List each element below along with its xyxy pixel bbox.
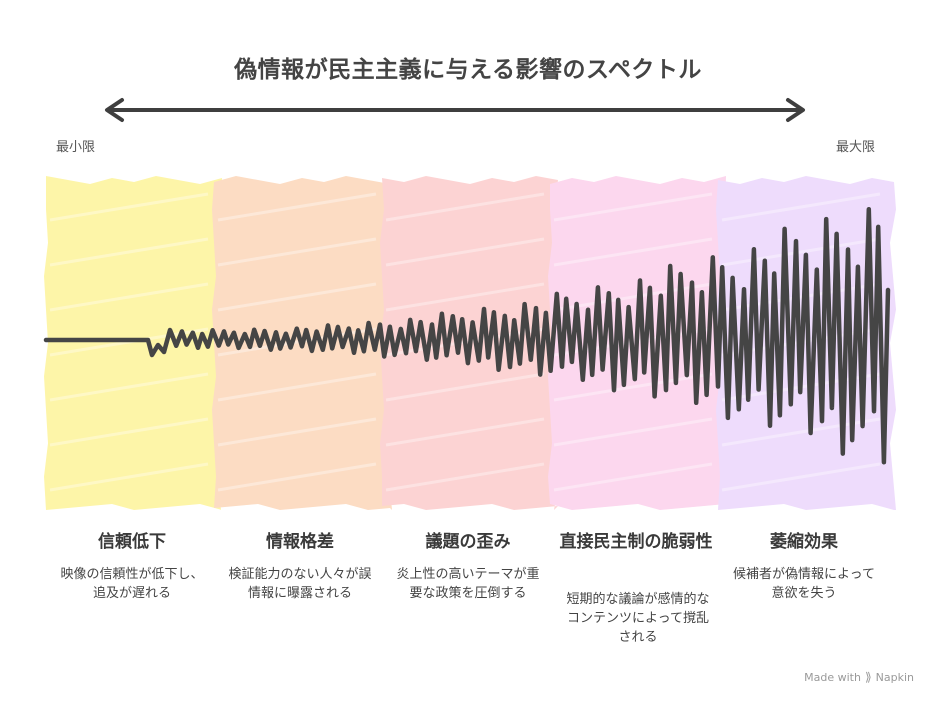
brush-texture-stroke (49, 192, 209, 222)
stage-desc-information-gap: 検証能力のない人々が誤情報に曝露される (228, 567, 372, 601)
brush-texture-stroke (553, 282, 713, 312)
brush-texture-stroke (49, 282, 209, 312)
stage-title-trust-decline: 信頼低下 (98, 532, 166, 552)
brush-texture-stroke (385, 417, 545, 447)
brush-texture-stroke (553, 417, 713, 447)
brush-texture-stroke (217, 192, 377, 222)
brush-texture-stroke (553, 372, 713, 402)
brush-texture-stroke (49, 417, 209, 447)
brush-texture-stroke (385, 192, 545, 222)
brush-texture-stroke (553, 462, 713, 492)
brush-texture-stroke (553, 192, 713, 222)
brush-texture-stroke (217, 237, 377, 267)
brush-texture-stroke (217, 372, 377, 402)
scale-max-label: 最大限 (836, 140, 876, 155)
brush-texture-stroke (385, 462, 545, 492)
stage-title-direct-democracy-vulnerability: 直接民主制の脆弱性 (559, 532, 713, 552)
made-with-text: Made with (804, 670, 861, 684)
made-with-footer: Made with ⟫ Napkin (804, 670, 914, 684)
brush-texture-stroke (721, 237, 881, 267)
brush-texture-stroke (49, 462, 209, 492)
stage-title-information-gap: 情報格差 (266, 532, 334, 552)
stage-desc-trust-decline: 映像の信頼性が低下し、追及が遅れる (60, 567, 204, 601)
stage-desc-agenda-distortion: 炎上性の高いテーマが重要な政策を圧倒する (396, 567, 540, 601)
napkin-logo-icon: ⟫ (864, 670, 872, 684)
brush-texture-stroke (721, 462, 881, 492)
page-title: 偽情報が民主主義に与える影響のスペクトル (234, 57, 702, 83)
brush-texture-stroke (217, 417, 377, 447)
brush-texture-stroke (217, 462, 377, 492)
brush-texture-stroke (385, 282, 545, 312)
brand-name: Napkin (875, 670, 914, 684)
scale-min-label: 最小限 (56, 140, 96, 155)
stage-title-agenda-distortion: 議題の歪み (425, 532, 511, 552)
brush-texture-stroke (49, 372, 209, 402)
brush-texture-stroke (721, 192, 881, 222)
spectrum-arrow (105, 98, 805, 122)
stage-desc-direct-democracy-vulnerability: 短期的な議論が感情的なコンテンツによって撹乱される (566, 592, 710, 645)
intensity-waveform (43, 207, 891, 465)
stage-desc-chilling-effect: 候補者が偽情報によって意欲を失う (733, 567, 875, 601)
stage-band-1 (44, 176, 224, 510)
brush-texture-stroke (721, 282, 881, 312)
brush-texture-stroke (385, 372, 545, 402)
stage-title-chilling-effect: 萎縮効果 (770, 532, 838, 552)
brush-texture-stroke (553, 237, 713, 267)
brush-texture-stroke (385, 237, 545, 267)
brush-texture-stroke (49, 237, 209, 267)
brush-texture-stroke (217, 282, 377, 312)
